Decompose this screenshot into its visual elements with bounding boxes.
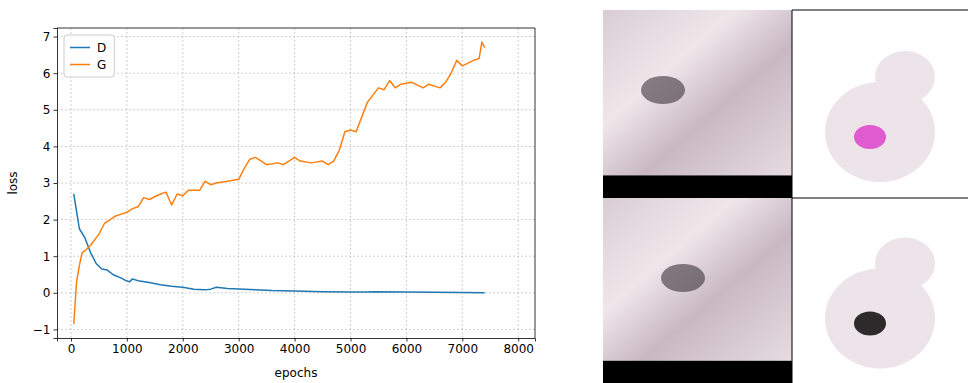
tick-mark bbox=[127, 338, 128, 342]
tick: 2000 bbox=[168, 338, 199, 356]
tick: 0 bbox=[68, 338, 76, 356]
tick: 4 bbox=[43, 140, 57, 154]
tick-mark bbox=[54, 110, 58, 111]
tick: 0 bbox=[43, 286, 57, 300]
tick-mark bbox=[518, 338, 519, 342]
texture-image bbox=[603, 198, 792, 361]
tick-label: 7 bbox=[43, 30, 51, 44]
tick-mark bbox=[462, 338, 463, 342]
render-background bbox=[792, 198, 968, 383]
render-spot bbox=[854, 125, 886, 149]
tick: 7 bbox=[43, 30, 57, 44]
tick-mark bbox=[183, 338, 184, 342]
lines bbox=[74, 42, 485, 324]
tick-label: 4000 bbox=[280, 342, 311, 356]
tick-label: 4 bbox=[43, 140, 51, 154]
legend-swatch bbox=[70, 64, 90, 66]
tick: 5 bbox=[43, 103, 57, 117]
tick: −1 bbox=[33, 323, 57, 337]
tick-label: −1 bbox=[33, 323, 51, 337]
tick: 1000 bbox=[112, 338, 143, 356]
grid-line-y bbox=[57, 109, 535, 110]
tick-label: 2 bbox=[43, 213, 51, 227]
grid-line-y bbox=[57, 329, 535, 330]
tick-label: 3 bbox=[43, 176, 51, 190]
tick-label: 5 bbox=[43, 103, 51, 117]
tick: 1 bbox=[43, 250, 57, 264]
tick: 6000 bbox=[392, 338, 423, 356]
tick-mark bbox=[54, 256, 58, 257]
tick-label: 0 bbox=[68, 342, 76, 356]
grid-line-y bbox=[57, 146, 535, 147]
tick: 2 bbox=[43, 213, 57, 227]
tick-mark bbox=[54, 73, 58, 74]
legend-box bbox=[64, 35, 114, 77]
y-axis: −1 0 1 2 3 4 5 6 7 bbox=[33, 29, 58, 339]
tick-mark bbox=[54, 329, 58, 330]
grid-line-y bbox=[57, 219, 535, 220]
y-axis-title: loss bbox=[6, 171, 20, 194]
render-spot bbox=[854, 312, 886, 336]
tick-mark bbox=[54, 146, 58, 147]
legend-label: D bbox=[97, 41, 106, 55]
legend: DG bbox=[64, 35, 114, 77]
texture-spot bbox=[641, 76, 685, 104]
tick-label: 8000 bbox=[503, 342, 534, 356]
grid bbox=[57, 28, 535, 338]
legend-swatch bbox=[70, 47, 90, 49]
series-line bbox=[74, 194, 485, 293]
tick-mark bbox=[71, 338, 72, 342]
render-head bbox=[875, 238, 935, 290]
grid-line-y bbox=[57, 36, 535, 37]
tick-label: 0 bbox=[43, 286, 51, 300]
tick: 3 bbox=[43, 176, 57, 190]
x-axis-title: epochs bbox=[275, 366, 318, 380]
tick-mark bbox=[351, 338, 352, 342]
tick-label: 6 bbox=[43, 67, 51, 81]
grid-line-y bbox=[57, 183, 535, 184]
tick-label: 3000 bbox=[224, 342, 255, 356]
panel-borders bbox=[792, 10, 968, 383]
tick: 3000 bbox=[224, 338, 255, 356]
tick: 5000 bbox=[336, 338, 367, 356]
tick-label: 5000 bbox=[336, 342, 367, 356]
tick-label: 1 bbox=[43, 250, 51, 264]
axis-line bbox=[54, 29, 58, 339]
tick-label: 1000 bbox=[112, 342, 143, 356]
tick-mark bbox=[54, 37, 58, 38]
texture-background bbox=[603, 10, 792, 198]
tick-mark bbox=[239, 338, 240, 342]
tick-label: 7000 bbox=[448, 342, 479, 356]
tick-label: 2000 bbox=[168, 342, 199, 356]
tick: 8000 bbox=[503, 338, 534, 356]
x-axis: 0 1000 2000 3000 4000 5000 6000 7000 8000 bbox=[58, 338, 536, 356]
texture-background bbox=[603, 198, 792, 383]
tick-label: 6000 bbox=[392, 342, 423, 356]
tick: 7000 bbox=[448, 338, 479, 356]
frame bbox=[57, 28, 535, 338]
tick: 4000 bbox=[280, 338, 311, 356]
tick-mark bbox=[54, 220, 58, 221]
render-background bbox=[792, 10, 968, 198]
tick-mark bbox=[295, 338, 296, 342]
image-panels bbox=[603, 10, 968, 383]
tick-mark bbox=[54, 183, 58, 184]
series-line bbox=[74, 42, 485, 324]
grid-line-y bbox=[57, 256, 535, 257]
tick-mark bbox=[54, 293, 58, 294]
tick-mark bbox=[406, 338, 407, 342]
texture-spot bbox=[661, 264, 705, 292]
tick: 6 bbox=[43, 67, 57, 81]
figure: 0 1000 2000 3000 4000 5000 6000 7000 8000 −1 0 1 2 3 4… bbox=[0, 0, 968, 383]
texture-image bbox=[603, 10, 792, 175]
legend-label: G bbox=[97, 58, 106, 72]
grid-line-y bbox=[57, 73, 535, 74]
render-head bbox=[875, 51, 935, 103]
